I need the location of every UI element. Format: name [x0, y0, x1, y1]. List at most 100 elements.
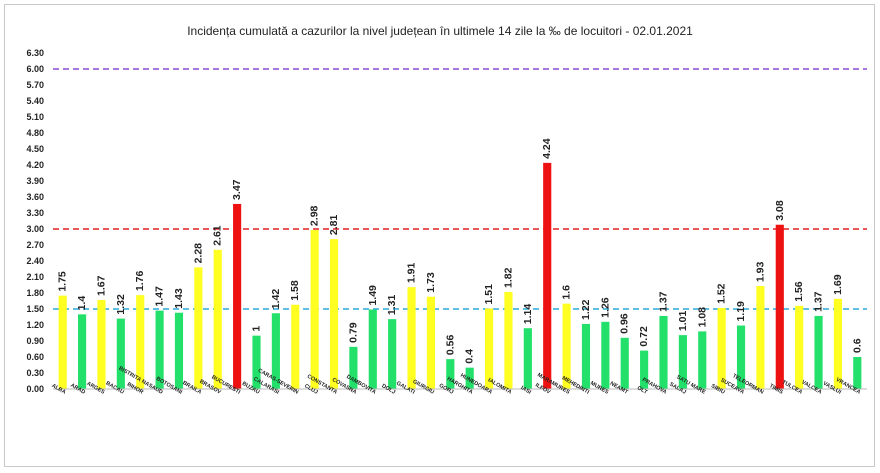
- y-tick-label: 0.90: [26, 336, 44, 346]
- bar: [756, 286, 765, 389]
- y-tick-label: 4.20: [26, 160, 44, 170]
- data-label: 1.52: [716, 283, 728, 304]
- data-label: 1.26: [599, 297, 611, 318]
- y-tick-label: 1.50: [26, 304, 44, 314]
- bar: [485, 308, 494, 389]
- data-label: 2.61: [212, 225, 224, 246]
- bar: [678, 335, 687, 389]
- bar: [659, 315, 668, 389]
- y-tick-label: 3.60: [26, 192, 44, 202]
- y-axis: 0.00 0.30 0.60 0.90 1.20 1.50 1.80 2.10 2.40 2.70…: [26, 48, 44, 394]
- y-tick-label: 2.70: [26, 240, 44, 250]
- bar: [446, 359, 455, 389]
- y-tick-label: 3.00: [26, 224, 44, 234]
- data-label: 1.67: [95, 275, 107, 296]
- data-label: 0.56: [444, 335, 456, 356]
- bar: [640, 350, 649, 389]
- y-tick-label: 5.40: [26, 96, 44, 106]
- data-label: 1.08: [696, 307, 708, 328]
- data-label: 1.93: [754, 261, 766, 282]
- data-label: 1.01: [677, 311, 689, 332]
- data-label: 1.42: [270, 289, 282, 310]
- bar: [233, 203, 242, 389]
- data-label: 3.47: [231, 179, 243, 200]
- chart-title: Incidența cumulată a cazurilor la nivel …: [187, 24, 693, 38]
- data-label: 1.14: [522, 304, 534, 325]
- data-label: 1.4: [76, 296, 88, 311]
- y-tick-label: 1.20: [26, 320, 44, 330]
- data-label: 1.47: [154, 286, 166, 307]
- bar: [833, 298, 842, 389]
- bar: [601, 321, 610, 389]
- y-tick-label: 0.30: [26, 368, 44, 378]
- bar: [388, 319, 397, 389]
- y-tick-label: 5.10: [26, 112, 44, 122]
- data-label: 1.43: [173, 288, 185, 309]
- bar: [717, 307, 726, 389]
- data-label: 1.37: [658, 291, 670, 312]
- chart-frame: Incidența cumulată a cazurilor la nivel …: [4, 4, 875, 467]
- data-label: 0.79: [347, 322, 359, 343]
- data-label: 1.73: [425, 272, 437, 293]
- bar: [465, 367, 474, 389]
- data-label: 1.91: [406, 263, 418, 284]
- y-tick-label: 3.30: [26, 208, 44, 218]
- data-label: 2.98: [309, 205, 321, 226]
- bar: [698, 331, 707, 389]
- data-label: 1.6: [561, 285, 573, 300]
- bar: [155, 310, 164, 389]
- y-tick-label: 1.80: [26, 288, 44, 298]
- data-label: 1.19: [735, 301, 747, 322]
- bar: [775, 224, 784, 389]
- bar: [194, 267, 203, 389]
- bar: [213, 249, 222, 389]
- bar: [736, 325, 746, 389]
- bar: [349, 346, 358, 389]
- bar: [795, 305, 804, 389]
- data-label: 0.4: [464, 349, 476, 364]
- data-label: 2.28: [192, 243, 204, 264]
- bar: [174, 312, 184, 389]
- bar: [523, 328, 532, 389]
- data-label: 1.69: [832, 274, 844, 295]
- y-tick-label: 0.60: [26, 352, 44, 362]
- data-label: 0.6: [851, 338, 863, 353]
- bar: [814, 315, 823, 389]
- bar: [291, 304, 300, 389]
- bar: [116, 318, 125, 389]
- data-label: 1.58: [289, 280, 301, 301]
- y-tick-label: 4.80: [26, 128, 44, 138]
- data-label: 1: [251, 326, 263, 332]
- data-label: 1.49: [367, 285, 379, 306]
- data-label: 1.32: [115, 294, 127, 315]
- data-label: 0.72: [638, 326, 650, 347]
- data-label: 1.75: [57, 271, 69, 292]
- threshold-lines: [53, 68, 867, 310]
- bar: [136, 295, 145, 389]
- data-labels: 1.75 1.4 1.67 1.32 1.76 1.47 1.43 2.28 2.61 3.47 1…: [57, 138, 864, 363]
- bar: [504, 291, 513, 389]
- bar: [78, 314, 87, 389]
- bar: [58, 295, 67, 389]
- x-tick-label: OLT: [636, 385, 649, 396]
- data-label: 0.96: [619, 313, 631, 334]
- bars: [58, 162, 862, 389]
- bar: [581, 323, 591, 389]
- data-label: 1.51: [483, 284, 495, 305]
- data-label: 1.76: [134, 271, 146, 292]
- y-tick-label: 2.10: [26, 272, 44, 282]
- data-label: 1.56: [793, 281, 805, 302]
- bar: [407, 287, 416, 389]
- bar: [368, 309, 377, 389]
- bar-chart: Incidența cumulată a cazurilor la nivel …: [26, 24, 867, 396]
- bar: [543, 162, 552, 389]
- x-tick-label: IASI: [520, 385, 533, 396]
- bar: [853, 357, 862, 389]
- bar: [620, 337, 629, 389]
- data-label: 1.82: [502, 267, 514, 288]
- y-tick-label: 3.90: [26, 176, 44, 186]
- data-label: 2.81: [328, 215, 340, 236]
- y-tick-label: 2.40: [26, 256, 44, 266]
- data-label: 4.24: [541, 138, 553, 159]
- y-tick-label: 4.50: [26, 144, 44, 154]
